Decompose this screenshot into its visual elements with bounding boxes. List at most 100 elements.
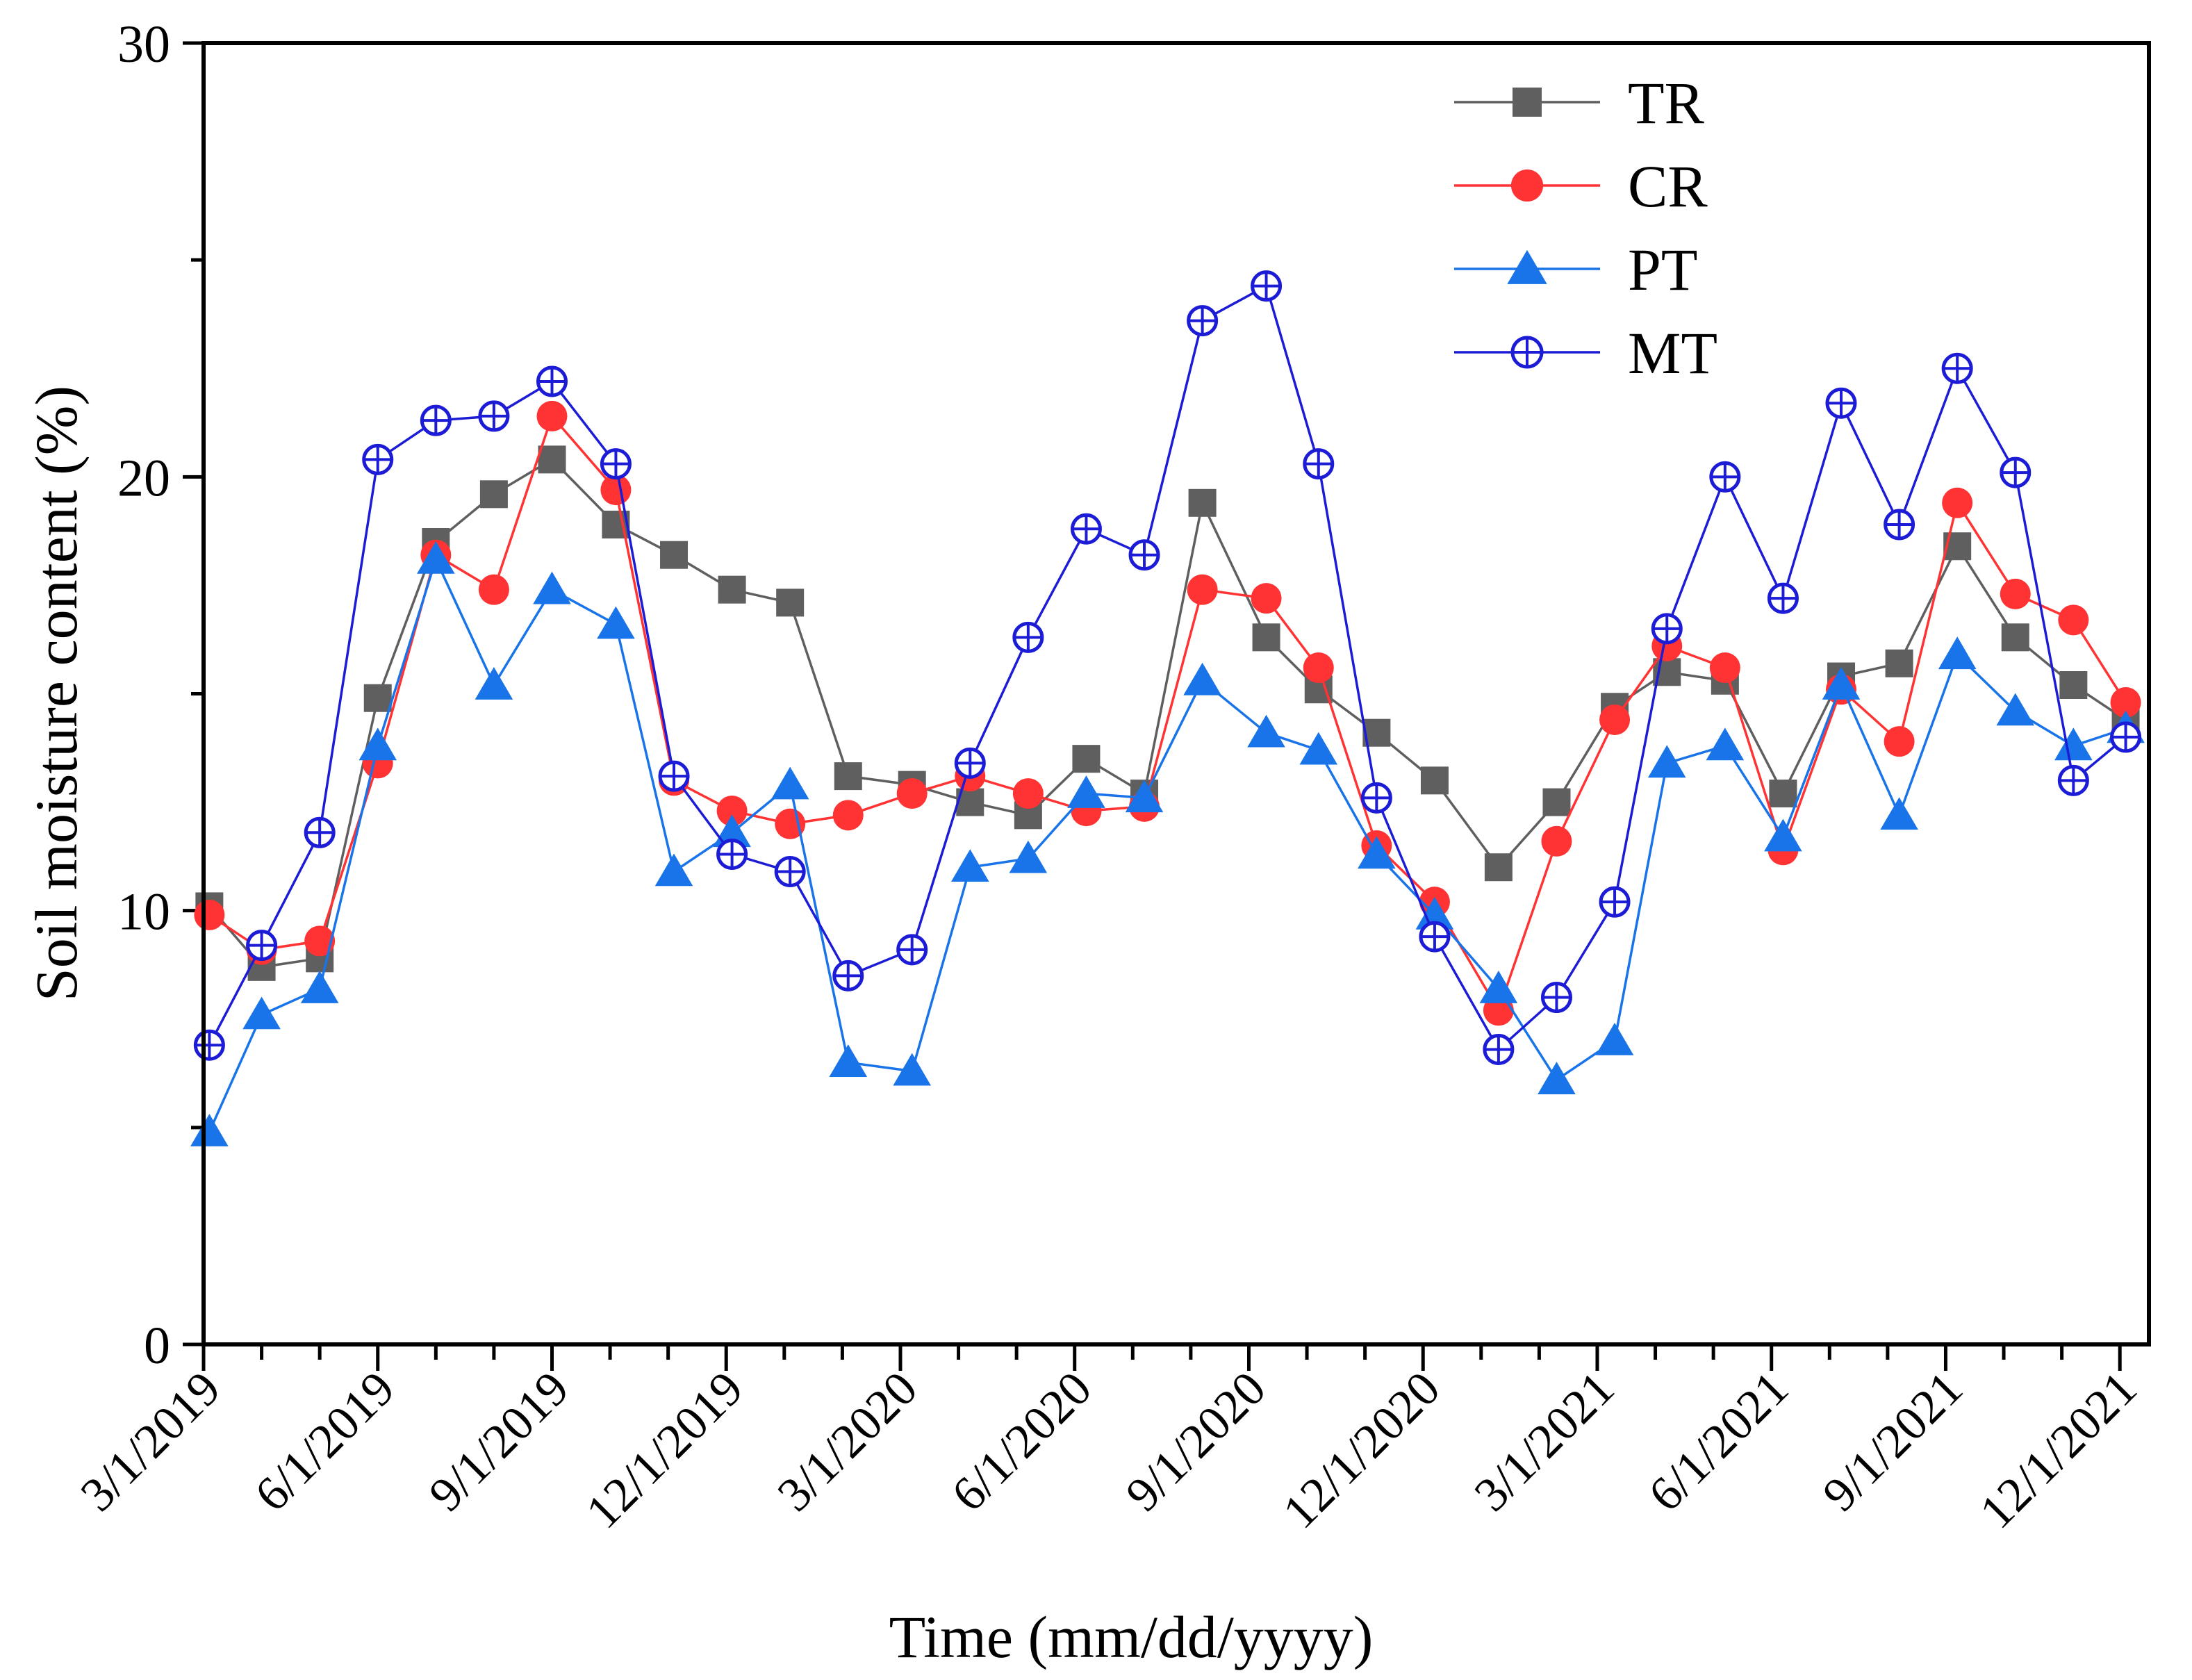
data-point-cr: [2058, 604, 2089, 636]
data-point-pt: [242, 996, 281, 1030]
data-point-mt: [193, 1029, 225, 1061]
data-point-cr: [1942, 487, 1973, 518]
legend-label-tr: TR: [1628, 69, 1705, 136]
data-point-pt: [359, 727, 397, 761]
data-point-mt: [716, 839, 748, 871]
legend-marker-tr: [1513, 88, 1542, 117]
series-tr: [195, 445, 2140, 981]
data-point-cr: [1012, 778, 1044, 809]
x-tick-label: 12/1/2019: [576, 1362, 753, 1539]
data-point-cr: [1303, 652, 1334, 684]
data-point-cr: [536, 400, 568, 431]
data-point-mt: [1419, 921, 1451, 953]
y-tick-label: 20: [117, 449, 170, 507]
data-point-mt: [362, 443, 394, 475]
data-point-pt: [771, 766, 809, 800]
data-point-pt: [1183, 662, 1221, 695]
data-point-pt: [1595, 1022, 1634, 1055]
data-point-pt: [1822, 667, 1861, 700]
data-point-tr: [1420, 766, 1449, 795]
x-tick-label: 3/1/2019: [71, 1362, 231, 1522]
data-point-mt: [658, 760, 690, 792]
x-tick-label: 3/1/2020: [768, 1362, 928, 1522]
data-point-tr: [363, 684, 392, 712]
x-tick-label: 12/1/2020: [1273, 1362, 1450, 1539]
legend-entry-tr: TR: [1454, 69, 1705, 136]
data-point-pt: [1067, 775, 1105, 808]
data-point-tr: [2001, 623, 2029, 652]
y-tick-label: 10: [117, 883, 170, 941]
x-tick-label: 6/1/2021: [1639, 1362, 1799, 1522]
data-point-mt: [2057, 764, 2089, 796]
data-point-tr: [1072, 745, 1101, 773]
data-point-pt: [1247, 714, 1285, 748]
series-layer: [190, 270, 2145, 1146]
data-point-tr: [1885, 649, 1913, 677]
data-point-pt: [1647, 745, 1686, 778]
series-line-cr: [208, 413, 2127, 1014]
data-point-pt: [1358, 836, 1396, 869]
data-point-pt: [1880, 797, 1918, 830]
plot-frame: [201, 41, 2151, 1347]
data-point-cr: [896, 778, 928, 809]
data-point-pt: [2054, 727, 2093, 761]
legend-marker-pt: [1507, 249, 1547, 284]
data-point-pt: [654, 853, 693, 887]
data-point-mt: [478, 400, 510, 432]
data-point-mt: [1651, 613, 1683, 645]
data-point-mt: [1540, 982, 1572, 1014]
data-point-pt: [1479, 971, 1518, 1003]
data-point-pt: [300, 971, 339, 1003]
x-tick-label: 6/1/2019: [245, 1362, 405, 1522]
data-point-mt: [1709, 461, 1741, 493]
x-tick-label: 9/1/2021: [1813, 1362, 1972, 1522]
series-line-mt: [208, 284, 2127, 1052]
data-point-pt: [1938, 636, 1977, 670]
data-point-pt: [1009, 840, 1048, 873]
data-point-pt: [1706, 727, 1745, 761]
data-point-mt: [1251, 270, 1283, 302]
data-point-cr: [600, 475, 632, 506]
data-point-mt: [246, 930, 278, 962]
data-point-mt: [896, 934, 928, 966]
data-point-mt: [1128, 539, 1160, 571]
data-point-cr: [304, 925, 336, 957]
data-point-mt: [832, 960, 864, 991]
data-point-pt: [713, 814, 751, 848]
legend-entry-mt: MT: [1454, 320, 1717, 386]
data-point-mt: [1187, 305, 1219, 337]
data-point-cr: [478, 574, 509, 605]
legend-marker-cr: [1510, 169, 1544, 202]
legend-entry-cr: CR: [1454, 153, 1708, 220]
data-point-tr: [834, 762, 862, 791]
data-point-mt: [1070, 513, 1102, 545]
data-point-pt: [190, 1114, 229, 1146]
series-line-tr: [208, 458, 2127, 969]
legend-entry-pt: PT: [1454, 236, 1697, 303]
data-point-mt: [600, 448, 632, 480]
series-mt: [193, 270, 2142, 1065]
y-tick-label: 0: [144, 1317, 170, 1375]
data-point-mt: [1360, 782, 1392, 814]
series-line-pt: [208, 556, 2127, 1133]
data-point-tr: [718, 575, 746, 604]
data-point-pt: [533, 571, 571, 604]
data-point-pt: [1299, 732, 1338, 765]
data-point-cr: [716, 796, 748, 827]
legend-marker-mt: [1510, 336, 1544, 369]
data-point-cr: [1709, 652, 1740, 684]
data-point-mt: [1825, 387, 1857, 419]
data-point-tr: [1188, 488, 1217, 517]
data-point-pt: [1125, 780, 1164, 813]
data-point-tr: [479, 480, 508, 509]
data-point-cr: [1187, 574, 1218, 605]
data-point-pt: [1996, 693, 2035, 726]
data-point-mt: [420, 404, 452, 436]
data-point-mt: [1012, 621, 1044, 653]
x-tick-label: 6/1/2020: [942, 1362, 1102, 1522]
data-point-cr: [1541, 825, 1572, 857]
data-point-mt: [2000, 456, 2032, 488]
data-point-tr: [1769, 780, 1797, 808]
data-point-mt: [1599, 886, 1631, 918]
data-point-mt: [1303, 448, 1335, 480]
